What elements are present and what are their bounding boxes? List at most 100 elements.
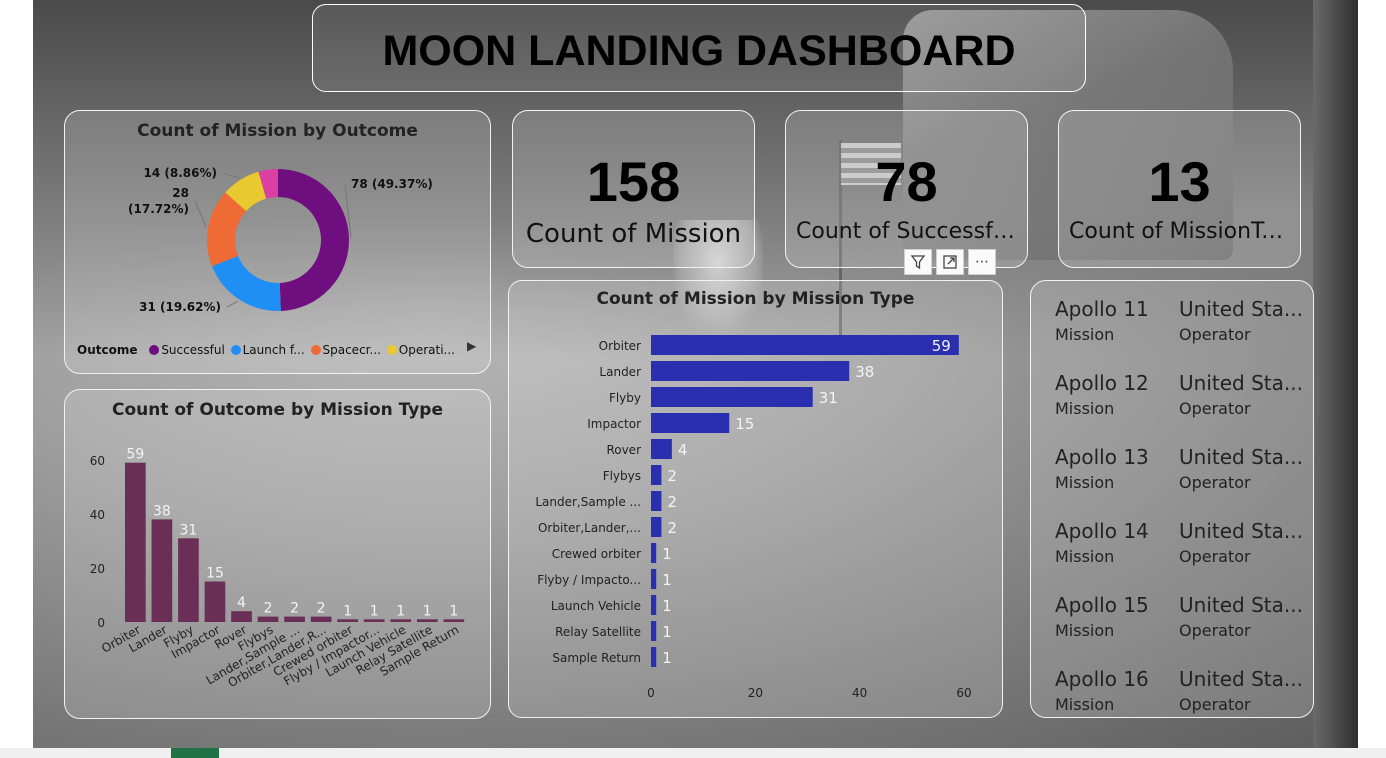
column-data-label: 1 — [370, 603, 379, 619]
bar-data-label: 38 — [855, 363, 874, 381]
mission-list-row[interactable]: Apollo 13 Mission United Sta... Operator — [1055, 445, 1313, 505]
bar-chart-panel[interactable]: Count of Mission by Mission Type Orbiter… — [508, 280, 1003, 718]
card-count-of-mission-type[interactable]: 13 Count of MissionTy... — [1058, 110, 1301, 268]
donut-slice[interactable] — [225, 171, 267, 212]
y-tick-label: 0 — [97, 616, 105, 630]
bar-data-label: 2 — [667, 467, 677, 485]
bar[interactable] — [651, 569, 657, 589]
mission-label: Mission — [1055, 399, 1115, 418]
dashboard-title: MOON LANDING DASHBOARD — [382, 27, 1016, 75]
operator-label: Operator — [1179, 473, 1251, 492]
mission-label: Mission — [1055, 621, 1115, 640]
card-value: 158 — [586, 150, 681, 213]
leader-line — [194, 200, 207, 228]
operator-name: United Sta... — [1179, 445, 1303, 469]
column-data-label: 1 — [343, 603, 352, 619]
donut-chart-title: Count of Mission by Outcome — [137, 121, 418, 141]
x-tick-label: 20 — [748, 686, 763, 700]
x-tick-label: 40 — [852, 686, 867, 700]
taskbar — [0, 748, 1386, 758]
mission-list-row[interactable]: Apollo 11 Mission United Sta... Operator — [1055, 297, 1313, 357]
donut-slice[interactable] — [258, 169, 278, 199]
column-data-label: 15 — [206, 566, 224, 582]
bar[interactable] — [651, 595, 657, 615]
column-bar[interactable] — [204, 581, 226, 623]
y-category-label: Rover — [606, 443, 641, 457]
bar[interactable] — [651, 439, 672, 459]
bar[interactable] — [651, 387, 813, 407]
donut-slice[interactable] — [207, 192, 247, 267]
x-tick-label: 0 — [647, 686, 655, 700]
legend-item-spacecraft[interactable]: Spacecr... — [309, 343, 381, 357]
bar[interactable] — [651, 543, 657, 563]
bar-data-label: 1 — [662, 597, 672, 615]
bar[interactable] — [651, 647, 657, 667]
card-label: Count of Successfu... — [796, 219, 1017, 244]
column-bar[interactable] — [363, 619, 385, 622]
focus-mode-icon[interactable] — [936, 249, 964, 275]
column-bar[interactable] — [125, 462, 146, 622]
column-bar[interactable] — [257, 616, 279, 622]
column-chart-panel[interactable]: Count of Outcome by Mission Type 0 20 40 60… — [64, 389, 491, 719]
column-bar[interactable] — [416, 619, 438, 622]
column-bar[interactable] — [178, 538, 199, 622]
bar[interactable] — [651, 517, 662, 537]
legend-next-arrow-icon[interactable]: ▶ — [467, 339, 477, 353]
mission-list-row[interactable]: Apollo 12 Mission United Sta... Operator — [1055, 371, 1313, 431]
bar[interactable] — [651, 413, 730, 433]
operator-label: Operator — [1179, 399, 1251, 418]
title-panel: MOON LANDING DASHBOARD — [312, 4, 1086, 92]
bar-chart[interactable]: Orbiter 59 Lander 38 Flyby 31 Impactor 15 Rover 4… — [509, 281, 1004, 719]
card-count-of-mission[interactable]: 158 Count of Mission — [512, 110, 755, 268]
column-data-label: 1 — [423, 603, 432, 619]
flag-pole-decoration — [839, 140, 842, 340]
lunar-module-decoration — [903, 10, 1233, 260]
mission-list-row[interactable]: Apollo 16 Mission United Sta... Operator — [1055, 667, 1313, 717]
card-value: 13 — [1148, 150, 1211, 213]
mission-list-panel[interactable]: Apollo 11 Mission United Sta... Operator Apo… — [1030, 280, 1314, 718]
donut-chart[interactable]: 78 (49.37%) 31 (19.62%) 28 (17.72%) 14 (8.86… — [65, 111, 492, 341]
column-bar[interactable] — [151, 519, 173, 622]
bar-data-label: 4 — [678, 441, 688, 459]
column-bar[interactable] — [443, 619, 465, 622]
legend-item-successful[interactable]: Successful — [147, 343, 225, 357]
filter-icon[interactable] — [904, 249, 932, 275]
column-bar[interactable] — [231, 611, 252, 622]
x-tick-label: 60 — [956, 686, 971, 700]
y-category-label: Flybys — [603, 469, 641, 483]
mission-list-row[interactable]: Apollo 14 Mission United Sta... Operator — [1055, 519, 1313, 579]
legend-item-operational[interactable]: Operati... — [385, 343, 455, 357]
donut-slice[interactable] — [278, 169, 349, 311]
column-bar[interactable] — [390, 619, 412, 622]
bar-data-label: 1 — [662, 623, 672, 641]
slice-data-label: 78 (49.37%) — [351, 177, 433, 191]
y-category-label: Launch Vehicle — [551, 599, 641, 613]
bar[interactable] — [651, 361, 850, 381]
card-count-of-successful[interactable]: 78 Count of Successfu... — [785, 110, 1028, 268]
column-bar[interactable] — [284, 616, 305, 622]
column-bar[interactable] — [337, 619, 359, 622]
card-value: 78 — [875, 150, 938, 213]
legend-item-launch-failure[interactable]: Launch f... — [229, 343, 305, 357]
y-category-label: Orbiter,Lander,... — [538, 521, 641, 535]
bar-data-label: 15 — [735, 415, 754, 433]
y-category-label: Lander,Sample ... — [535, 495, 641, 509]
donut-chart-panel[interactable]: Count of Mission by Outcome 78 (49.37%) 3… — [64, 110, 491, 374]
bar[interactable] — [651, 491, 662, 511]
bar[interactable] — [651, 335, 959, 355]
operator-name: United Sta... — [1179, 297, 1303, 321]
mission-list-row[interactable]: Apollo 15 Mission United Sta... Operator — [1055, 593, 1313, 653]
operator-name: United Sta... — [1179, 371, 1303, 395]
operator-label: Operator — [1179, 695, 1251, 714]
donut-slice[interactable] — [212, 255, 281, 311]
taskbar-active-tab[interactable] — [171, 748, 219, 758]
column-bar[interactable] — [310, 616, 332, 622]
bar[interactable] — [651, 621, 657, 641]
slice-data-label: 14 (8.86%) — [144, 166, 217, 180]
y-tick-label: 20 — [90, 562, 105, 576]
mission-label: Mission — [1055, 473, 1115, 492]
more-options-icon[interactable]: ⋯ — [968, 249, 996, 275]
bar[interactable] — [651, 465, 662, 485]
bar-data-label: 1 — [662, 571, 672, 589]
